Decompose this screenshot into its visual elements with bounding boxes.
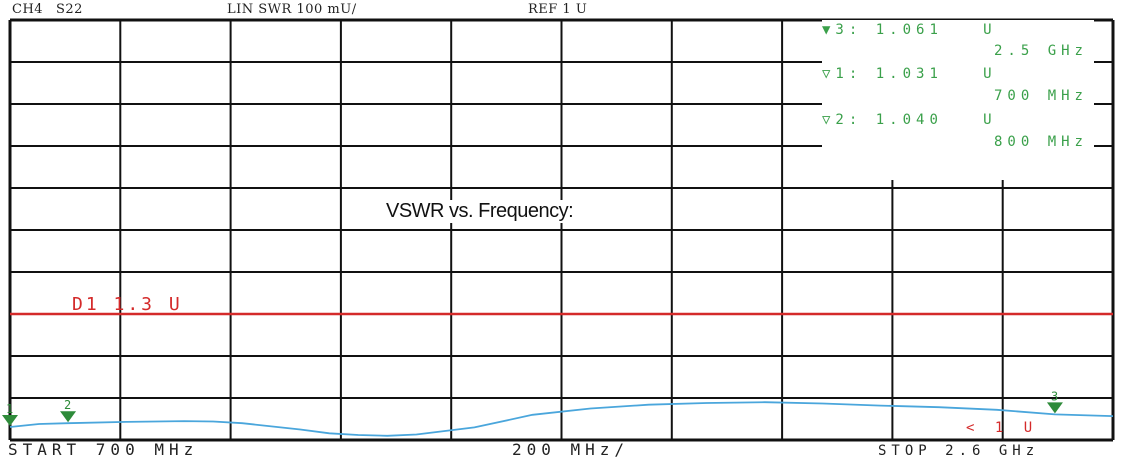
marker-2-readout: ▽2: 1.040 U xyxy=(822,112,1090,128)
marker-1-frequency: 700 MHz xyxy=(993,88,1088,104)
marker-2-id: ▽2: xyxy=(822,112,863,128)
marker-1-triangle xyxy=(2,414,18,426)
marker-readout-panel: ▼3: 1.061 U 2.5 GHz ▽1: 1.031 U 700 MHz … xyxy=(822,20,1094,180)
marker-1-number: 1 xyxy=(6,402,13,416)
marker-2-value: 1.040 U xyxy=(875,112,997,128)
marker-1-readout: ▽1: 1.031 U xyxy=(822,66,1090,82)
marker-3-number: 3 xyxy=(1051,389,1058,403)
start-frequency-label: START 700 MHz xyxy=(8,440,199,459)
reference-label: REF 1 U xyxy=(528,2,588,17)
marker-3-frequency: 2.5 GHz xyxy=(993,43,1088,59)
format-label: LIN SWR 100 mU/ xyxy=(227,2,357,17)
chart-title: VSWR vs. Frequency: xyxy=(385,200,575,223)
marker-3-value: 1.061 U xyxy=(875,22,997,38)
marker-1-id: ▽1: xyxy=(822,66,863,82)
parameter-label: S22 xyxy=(56,2,83,17)
marker-1-value: 1.031 U xyxy=(875,66,997,82)
marker-2-triangle xyxy=(60,411,77,423)
marker-2-number: 2 xyxy=(64,398,71,412)
marker-3-id: ▼3: xyxy=(822,22,863,38)
marker-3-triangle xyxy=(1046,402,1063,414)
channel-label: CH4 xyxy=(12,2,44,17)
marker-2-frequency: 800 MHz xyxy=(993,134,1088,150)
limit-line-label: D1 1.3 U xyxy=(72,294,183,315)
vswr-trace xyxy=(9,401,1114,437)
marker-3-readout: ▼3: 1.061 U xyxy=(822,22,1090,38)
reference-pointer-label: < 1 U xyxy=(966,420,1038,436)
stop-frequency-label: STOP 2.6 GHz xyxy=(878,443,1040,459)
span-per-division-label: 200 MHz/ xyxy=(512,440,630,459)
